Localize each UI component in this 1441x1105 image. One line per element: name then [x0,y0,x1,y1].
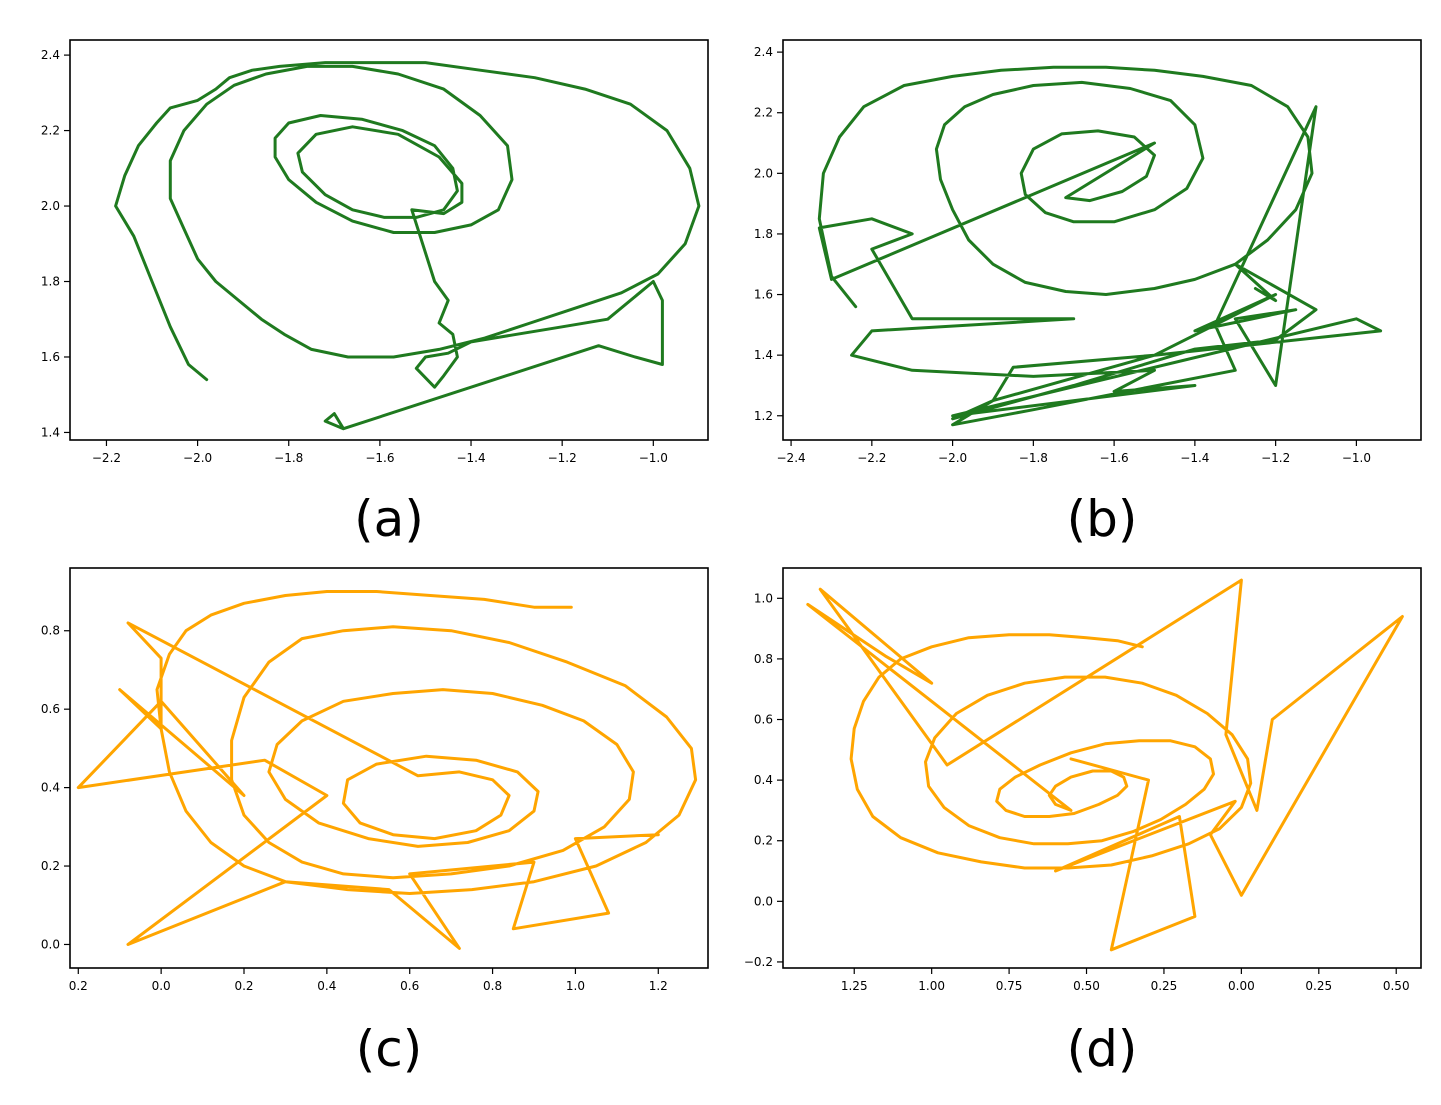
x-tick-label: −1.2 [548,451,577,465]
panel-label-a: (a) [354,490,424,548]
y-tick-label: 0.4 [41,781,60,795]
y-tick-label: 0.0 [754,894,773,908]
y-tick-label: 0.2 [754,834,773,848]
y-tick-label: 2.0 [754,166,773,180]
plot-frame-b [782,39,1422,441]
x-ticks-c: 0.2 0.0 0.2 0.4 0.6 0.8 1.0 1.2 [69,968,668,993]
x-tick-label: 1.25 [841,979,868,993]
x-tick-label: 0.50 [1073,979,1100,993]
series-b [817,65,1383,427]
y-tick-label: 0.6 [754,713,773,727]
panel-label-d: (d) [1067,1020,1138,1078]
x-tick-label: 1.00 [918,979,945,993]
x-tick-label: −2.0 [938,451,967,465]
trajectory-line-c [76,590,698,950]
trajectory-line-d [806,578,1404,952]
x-tick-label: −2.0 [183,451,212,465]
x-ticks-a: −2.2 −2.0 −1.8 −1.6 −1.4 −1.2 −1.0 [92,440,668,465]
series-d [806,578,1404,952]
y-tick-label: 2.2 [41,124,60,138]
y-tick-label: 1.4 [754,348,773,362]
x-tick-label: −2.2 [857,451,886,465]
y-tick-label: 1.6 [41,350,60,364]
x-tick-label: 0.0 [152,979,171,993]
x-tick-label: −1.2 [1261,451,1290,465]
x-tick-label: 0.00 [1228,979,1255,993]
y-tick-label: 2.2 [754,106,773,120]
series-c [76,590,698,950]
panel-label-b: (b) [1067,490,1138,548]
y-tick-label: 1.8 [41,275,60,289]
series-a [114,61,701,431]
y-tick-label: 0.6 [41,702,60,716]
panel-d: 1.25 1.00 0.75 0.50 0.25 0.00 0.25 0.50 −0.2 0.0… [744,567,1422,1078]
trajectory-line-a [114,61,701,431]
panel-a: −2.2 −2.0 −1.8 −1.6 −1.4 −1.2 −1.0 1.4 1.6 1.8 2.… [41,39,709,548]
x-tick-label: −1.6 [1100,451,1129,465]
x-tick-label: −1.8 [1019,451,1048,465]
y-tick-label: 0.8 [754,652,773,666]
y-ticks-a: 1.4 1.6 1.8 2.0 2.2 2.4 [41,48,70,439]
panel-b: −2.4 −2.2 −2.0 −1.8 −1.6 −1.4 −1.2 −1.0 1.21.41… [754,39,1422,548]
y-ticks-d: −0.2 0.0 0.2 0.4 0.6 0.8 1.0 [744,591,783,969]
plot-frame-c [69,567,709,969]
x-ticks-b: −2.4 −2.2 −2.0 −1.8 −1.6 −1.4 −1.2 −1.0 [777,440,1371,465]
panel-label-c: (c) [356,1020,423,1078]
panel-c: 0.2 0.0 0.2 0.4 0.6 0.8 1.0 1.2 0.0 0.2 0.4 0.6 0.8… [41,567,709,1078]
x-tick-label: 0.6 [400,979,419,993]
y-ticks-b: 1.2 1.4 1.6 1.8 2.0 2.2 2.4 [754,45,783,423]
y-tick-label: 0.0 [41,937,60,951]
x-tick-label: −2.4 [777,451,806,465]
x-tick-label: 1.0 [566,979,585,993]
x-tick-label: 0.2 [234,979,253,993]
y-tick-label: 2.0 [41,199,60,213]
x-tick-label: 0.2 [69,979,88,993]
x-tick-label: −1.8 [274,451,303,465]
plot-frame-a [69,39,709,441]
x-ticks-d: 1.25 1.00 0.75 0.50 0.25 0.00 0.25 0.50 [841,968,1410,993]
y-tick-label: 1.8 [754,227,773,241]
x-tick-label: 0.50 [1383,979,1410,993]
y-tick-label: 2.4 [41,48,60,62]
x-tick-label: 0.25 [1305,979,1332,993]
y-tick-label: 1.2 [754,409,773,423]
x-tick-label: 0.8 [483,979,502,993]
x-tick-label: 0.4 [317,979,336,993]
x-tick-label: 1.2 [649,979,668,993]
x-tick-label: −1.0 [1342,451,1371,465]
y-tick-label: −0.2 [744,955,773,969]
y-tick-label: 0.4 [754,773,773,787]
y-tick-label: 2.4 [754,45,773,59]
x-tick-label: −1.6 [365,451,394,465]
trajectory-line-b [817,65,1383,427]
y-tick-label: 0.2 [41,859,60,873]
plot-frame-d [782,567,1422,969]
x-tick-label: −1.0 [639,451,668,465]
y-tick-label: 1.4 [41,425,60,439]
x-tick-label: −1.4 [1180,451,1209,465]
x-tick-label: −1.4 [456,451,485,465]
y-ticks-c: 0.0 0.2 0.4 0.6 0.8 [41,624,70,951]
y-tick-label: 1.6 [754,288,773,302]
y-tick-label: 0.8 [41,624,60,638]
x-tick-label: −2.2 [92,451,121,465]
x-tick-label: 0.75 [996,979,1023,993]
y-tick-label: 1.0 [754,591,773,605]
x-tick-label: 0.25 [1151,979,1178,993]
